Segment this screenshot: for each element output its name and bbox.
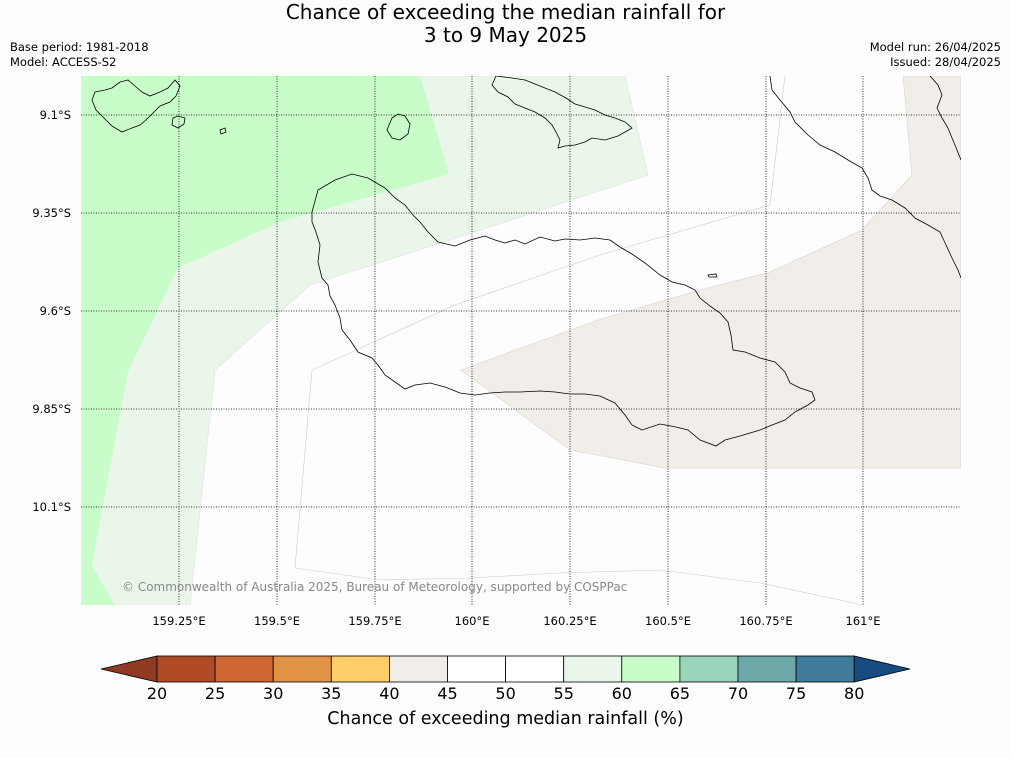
- colorbar-tick-label: 35: [321, 684, 342, 703]
- issued-date: Issued: 28/04/2025: [890, 55, 1001, 69]
- model-run: Model run: 26/04/2025: [869, 40, 1001, 54]
- base-period: Base period: 1981-2018: [10, 40, 149, 54]
- map-title-line2: 3 to 9 May 2025: [423, 23, 588, 47]
- lon-label-159-5: 159.5°E: [254, 614, 300, 628]
- lon-label-159-75: 159.75°E: [348, 614, 402, 628]
- islet-coast-2: [707, 273, 718, 278]
- colorbar-tick-label: 80: [844, 684, 865, 703]
- lon-label-161: 161°E: [845, 614, 881, 628]
- coastlines: [91, 76, 961, 447]
- lon-label-160: 160°E: [454, 614, 490, 628]
- zone-60-65: [81, 76, 449, 605]
- colorbar-tick-label: 30: [263, 684, 284, 703]
- lon-label-159-25: 159.25°E: [152, 614, 206, 628]
- colorbar-tick-label: 40: [379, 684, 400, 703]
- colorbar-tick-label: 60: [611, 684, 632, 703]
- russell-islands-coast: [91, 79, 181, 133]
- graticule: [81, 76, 961, 605]
- colorbar-tick-label: 50: [495, 684, 516, 703]
- colorbar-swatch: [505, 655, 565, 683]
- copyright-text: © Commonwealth of Australia 2025, Bureau…: [122, 580, 628, 594]
- lat-label-9-1: 9.1°S: [39, 108, 71, 122]
- lon-label-160-75: 160.75°E: [739, 614, 793, 628]
- colorbar-tick-label: 45: [437, 684, 458, 703]
- colorbar-tick-label: 65: [669, 684, 691, 703]
- small-island-coast: [171, 115, 186, 129]
- map-area: [81, 76, 961, 605]
- islet-coast: [219, 127, 227, 135]
- colorbar-extend-low: [100, 655, 158, 683]
- colorbar-tick-label: 75: [785, 684, 807, 703]
- colorbar-swatch: [795, 655, 855, 683]
- zone-40-45-east: [460, 76, 961, 469]
- colorbar: [100, 655, 911, 683]
- lat-label-9-6: 9.6°S: [39, 304, 71, 318]
- colorbar-swatch: [330, 655, 390, 683]
- colorbar-tick-label: 20: [146, 684, 168, 703]
- colorbar-swatch: [388, 655, 448, 683]
- colorbar-swatch: [156, 655, 216, 683]
- savo-island-coast: [386, 113, 411, 141]
- lon-label-160-5: 160.5°E: [645, 614, 691, 628]
- lat-label-10-1: 10.1°S: [32, 500, 71, 514]
- colorbar-tick-label: 70: [727, 684, 749, 703]
- colorbar-swatch: [737, 655, 797, 683]
- lon-label-160-25: 160.25°E: [543, 614, 597, 628]
- malaita-coast-east: [929, 76, 961, 161]
- colorbar-extend-high: [853, 655, 911, 683]
- malaita-coast: [769, 76, 961, 279]
- map-title-line1: Chance of exceeding the median rainfall …: [285, 0, 726, 24]
- meta-left: Base period: 1981-2018 Model: ACCESS-S2: [10, 40, 149, 70]
- guadalcanal-coast: [311, 173, 816, 447]
- colorbar-swatch: [621, 655, 681, 683]
- colorbar-title: Chance of exceeding median rainfall (%): [327, 709, 684, 729]
- lat-label-9-35: 9.35°S: [32, 206, 71, 220]
- colorbar-tick-label: 55: [553, 684, 574, 703]
- colorbar-swatch: [447, 655, 506, 683]
- colorbar-swatch: [563, 655, 623, 683]
- florida-islands-coast: [491, 76, 633, 149]
- colorbar-swatch: [214, 655, 274, 683]
- colorbar-tick-label: 25: [204, 684, 226, 703]
- model-name: Model: ACCESS-S2: [10, 55, 117, 69]
- lat-label-9-85: 9.85°S: [32, 402, 71, 416]
- meta-right: Model run: 26/04/2025 Issued: 28/04/2025: [870, 40, 1001, 70]
- colorbar-swatch: [679, 655, 739, 683]
- colorbar-swatch: [272, 655, 332, 683]
